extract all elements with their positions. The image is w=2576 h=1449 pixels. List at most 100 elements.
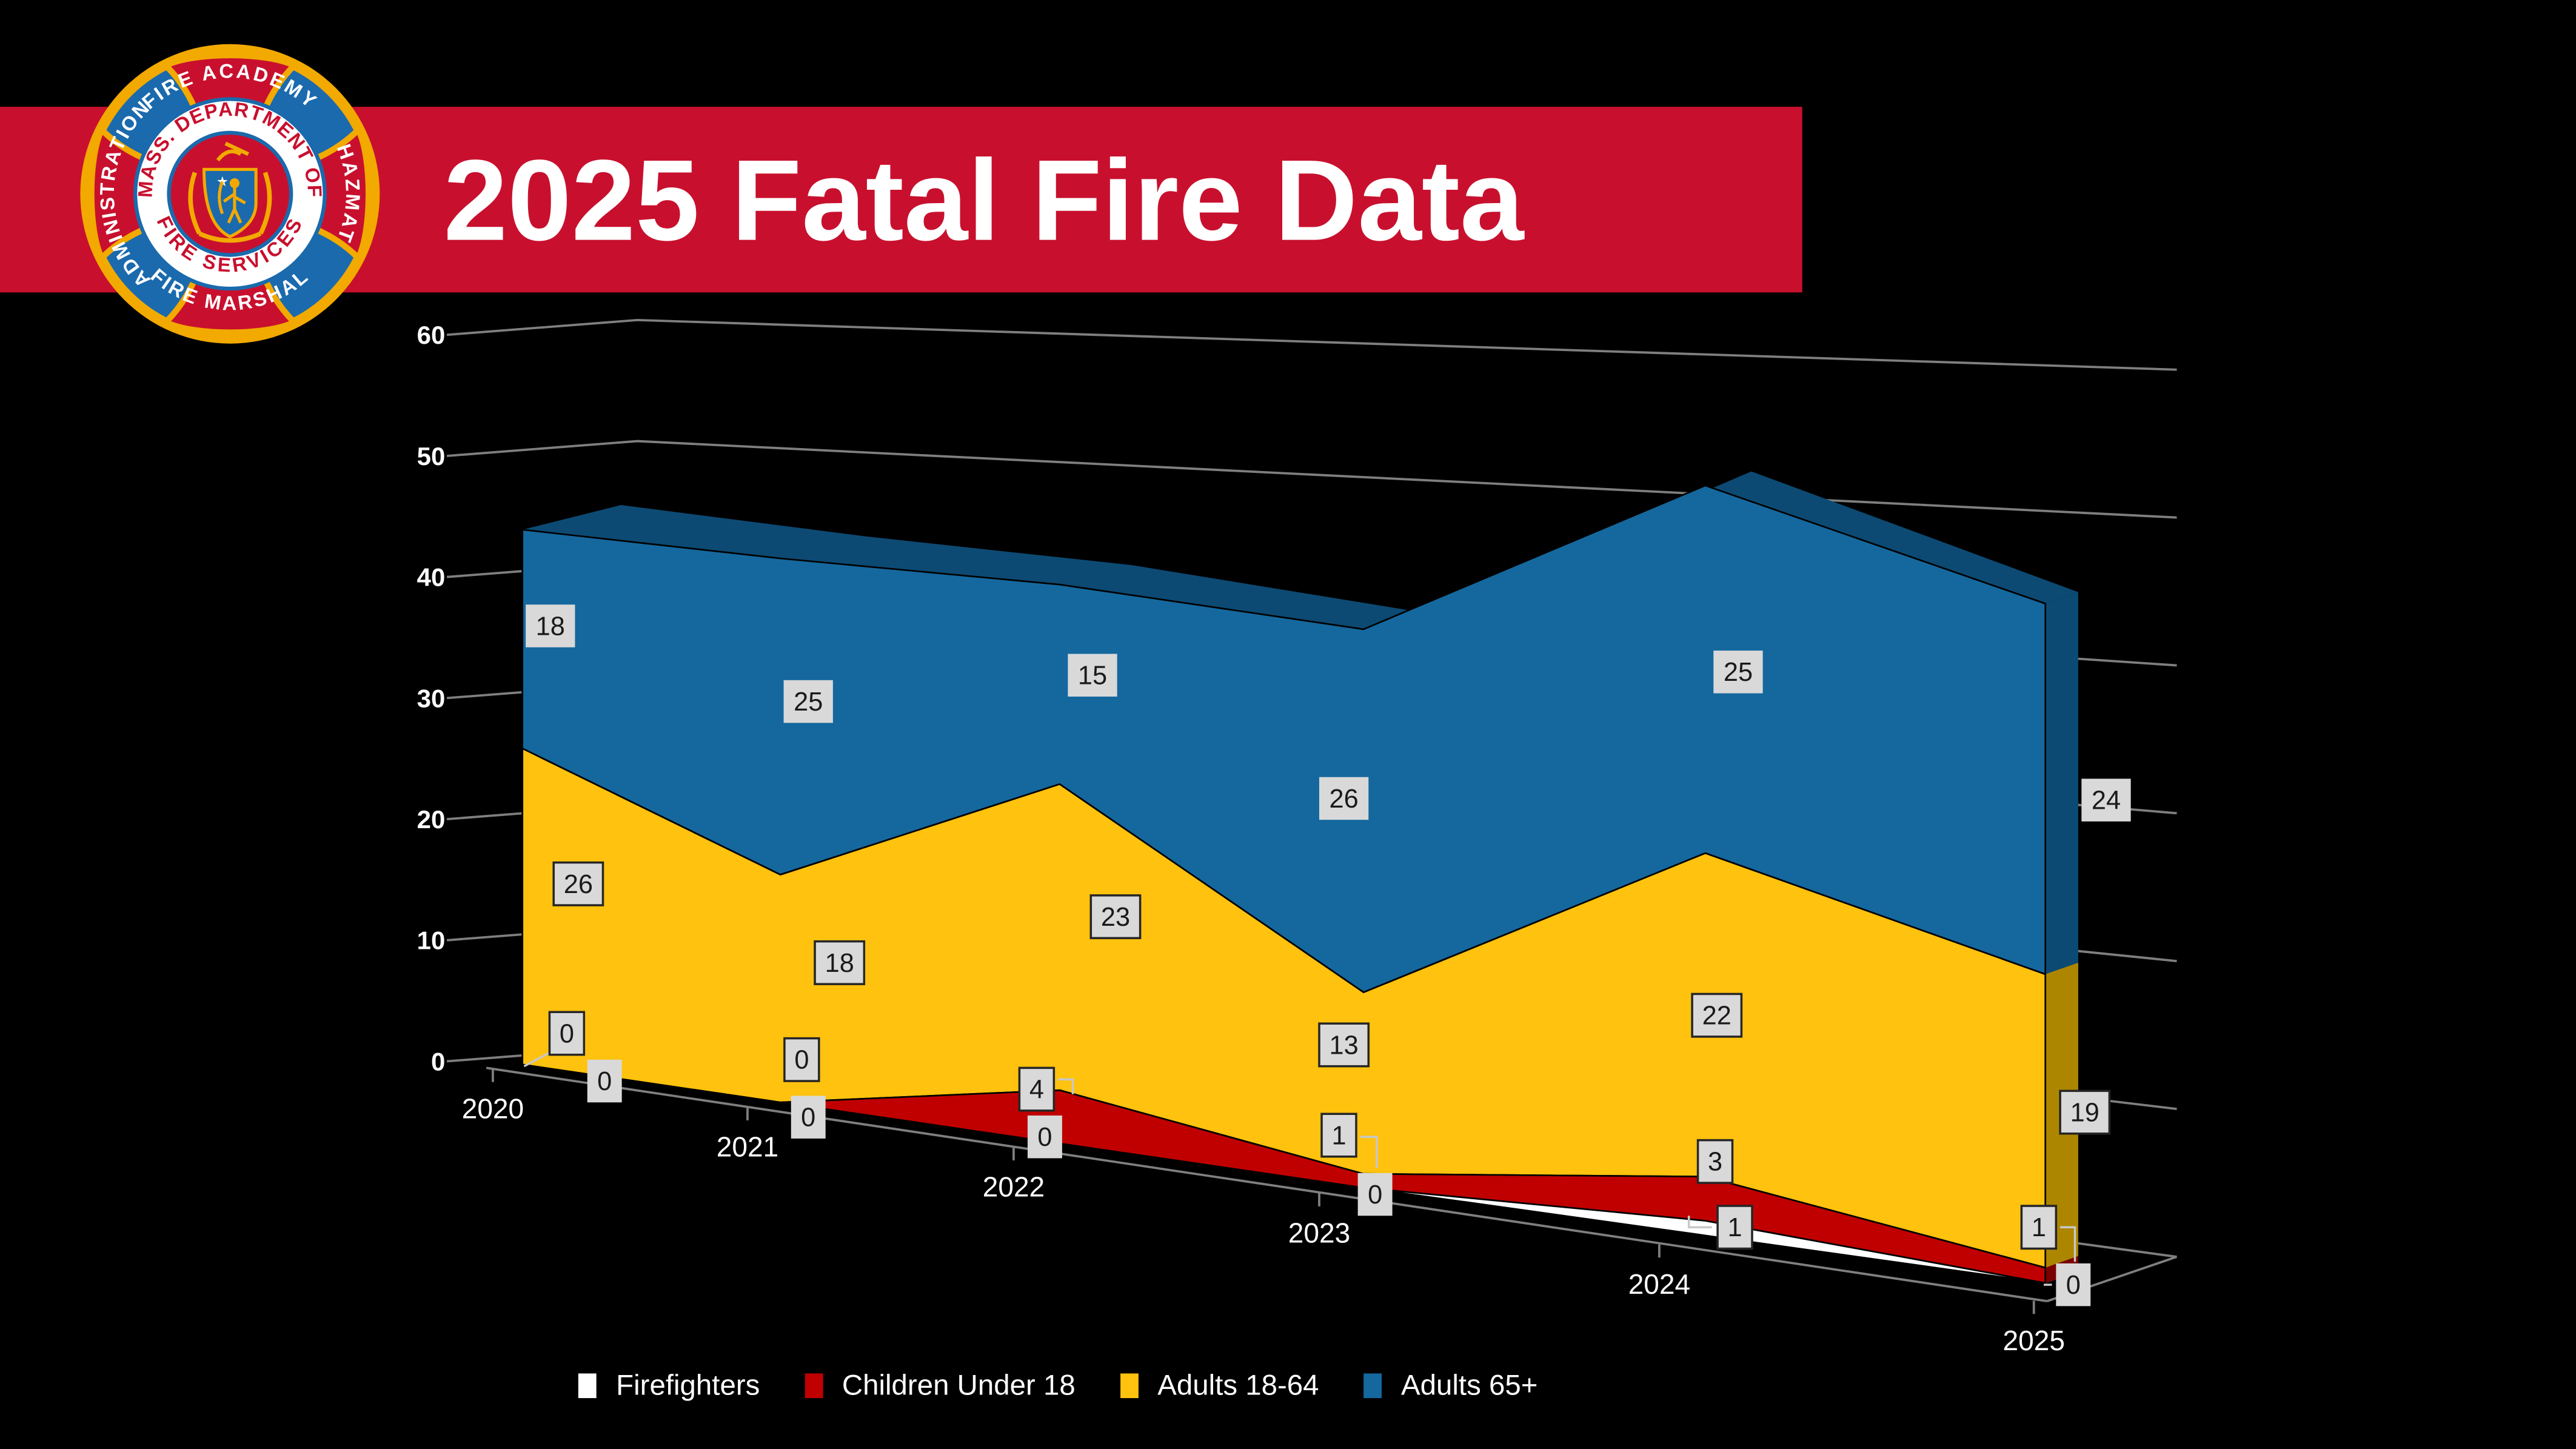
data-label-value: 18: [536, 612, 565, 641]
data-label-adults-65-: 15: [1068, 654, 1117, 697]
data-label-value: 0: [1037, 1123, 1052, 1152]
star-icon: ★: [216, 173, 229, 189]
data-label-box: [1357, 1173, 1393, 1216]
data-label-adults-18-64: 22: [1691, 992, 1743, 1038]
data-label-adults-18-64: 18: [814, 940, 866, 985]
data-label-value: 23: [1101, 903, 1130, 932]
data-label-value: 0: [2066, 1271, 2081, 1300]
data-label-box: [1027, 1115, 1062, 1159]
data-label-value: 25: [1724, 658, 1753, 687]
data-label-value: 22: [1702, 1002, 1731, 1031]
legend-label: Children Under 18: [841, 1368, 1076, 1402]
legend-item-firefighters: Firefighters: [578, 1368, 760, 1403]
data-label-children-under-18: 4: [1018, 1066, 1055, 1112]
data-label-box: [2081, 778, 2131, 822]
data-label-box: [1696, 1139, 1734, 1184]
y-axis-tick-label: 40: [417, 563, 446, 592]
data-label-box: [2056, 1263, 2091, 1307]
area-top-face-adults-65-: [522, 471, 2078, 629]
data-label-value: 15: [1078, 661, 1107, 691]
data-label-adults-65-: 25: [783, 680, 833, 723]
massachusetts-coat-of-arms-icon: ★: [188, 141, 272, 243]
banner-ribbon-icon: [188, 172, 272, 243]
data-label-value: 1: [1331, 1121, 1346, 1150]
data-label-box: [2020, 1205, 2058, 1250]
area-side-face-adults-65-: [2045, 592, 2078, 974]
data-label-box: [783, 1037, 820, 1082]
data-label-value: 13: [1330, 1031, 1359, 1060]
data-label-box: [1713, 651, 1763, 694]
y-axis-tick-label: 60: [417, 321, 446, 349]
y-axis-tick-label: 50: [417, 442, 446, 470]
data-label-value: 1: [1728, 1213, 1742, 1242]
legend-marker-firefighters: [578, 1373, 597, 1399]
data-label-box: [1318, 1022, 1370, 1068]
legend-label: Adults 65+: [1401, 1368, 1538, 1402]
data-label-firefighters: 0: [587, 1059, 622, 1103]
data-label-box: [1319, 777, 1369, 820]
legend-marker-children: [804, 1373, 823, 1399]
x-axis-year-label: 2024: [1628, 1268, 1690, 1300]
legend-marker-adults-65: [1363, 1373, 1382, 1399]
leader-line: [2060, 1226, 2076, 1262]
leader-line: [1058, 1078, 1074, 1094]
legend-item-children: Children Under 18: [804, 1368, 1076, 1403]
legend-label: Firefighters: [616, 1368, 760, 1402]
area-series: [521, 471, 2078, 1284]
leader-line: [523, 1052, 549, 1068]
area-front-firefighters: [521, 1063, 2047, 1284]
data-label-adults-65-: 24: [2081, 778, 2131, 822]
data-label-adults-18-64: 26: [552, 861, 604, 906]
data-label-value: 0: [560, 1019, 574, 1048]
data-label-adults-18-64: 23: [1089, 894, 1142, 940]
leader-line: [1360, 1136, 1378, 1168]
data-label-children-under-18: 3: [1696, 1139, 1734, 1184]
data-label-value: 26: [1330, 785, 1359, 814]
data-label-box: [1068, 654, 1117, 697]
y-axis-tick-label: 30: [417, 684, 446, 712]
data-label-box: [526, 604, 575, 648]
figure-icon: [229, 178, 239, 189]
data-label-children-under-18: 0: [783, 1037, 820, 1082]
legend-label: Adults 18-64: [1157, 1368, 1319, 1402]
data-label-value: 0: [597, 1067, 612, 1096]
data-label-adults-65-: 26: [1319, 777, 1369, 820]
leader-line: [1687, 1216, 1712, 1228]
data-label-value: 1: [2032, 1213, 2046, 1242]
data-label-value: 0: [1368, 1180, 1382, 1210]
data-label-adults-65-: 25: [1713, 651, 1763, 694]
data-label-value: 25: [794, 688, 823, 717]
chart-legend: Firefighters Children Under 18 Adults 18…: [578, 1368, 1538, 1403]
data-label-value: 18: [825, 949, 854, 978]
floor-front-edge: [486, 1066, 2047, 1303]
x-axis-year-label: 2020: [462, 1093, 524, 1124]
department-seal-icon: ADMINISTRATION FIRE ACADEMY HAZMAT FIRE …: [80, 44, 380, 344]
data-label-box: [2059, 1089, 2111, 1135]
gridline-60: [446, 318, 2177, 371]
x-axis-year-label: 2025: [2003, 1325, 2065, 1356]
data-label-children-under-18: 1: [2020, 1205, 2058, 1250]
data-label-adults-18-64: 19: [2059, 1089, 2111, 1135]
data-label-value: 0: [801, 1103, 815, 1133]
legend-item-adults-18-64: Adults 18-64: [1119, 1368, 1319, 1403]
data-label-box: [548, 1011, 586, 1056]
data-label-firefighters: 0: [791, 1096, 826, 1139]
data-label-box: [587, 1059, 622, 1103]
data-label-box: [1089, 894, 1142, 940]
data-label-value: 24: [2092, 786, 2121, 815]
data-label-value: 26: [564, 870, 593, 899]
data-label-box: [783, 680, 833, 723]
data-label-adults-18-64: 13: [1318, 1022, 1370, 1068]
data-label-firefighters: 0: [1027, 1115, 1062, 1159]
figure-icon: [218, 181, 246, 224]
page-title: 2025 Fatal Fire Data: [443, 135, 1524, 264]
x-axis-year-label: 2022: [983, 1171, 1045, 1203]
label-leader-lines: [523, 1052, 2076, 1286]
shield-icon: [202, 167, 258, 239]
y-axis-tick-label: 20: [417, 805, 446, 834]
data-label-children-under-18: 0: [548, 1011, 586, 1056]
